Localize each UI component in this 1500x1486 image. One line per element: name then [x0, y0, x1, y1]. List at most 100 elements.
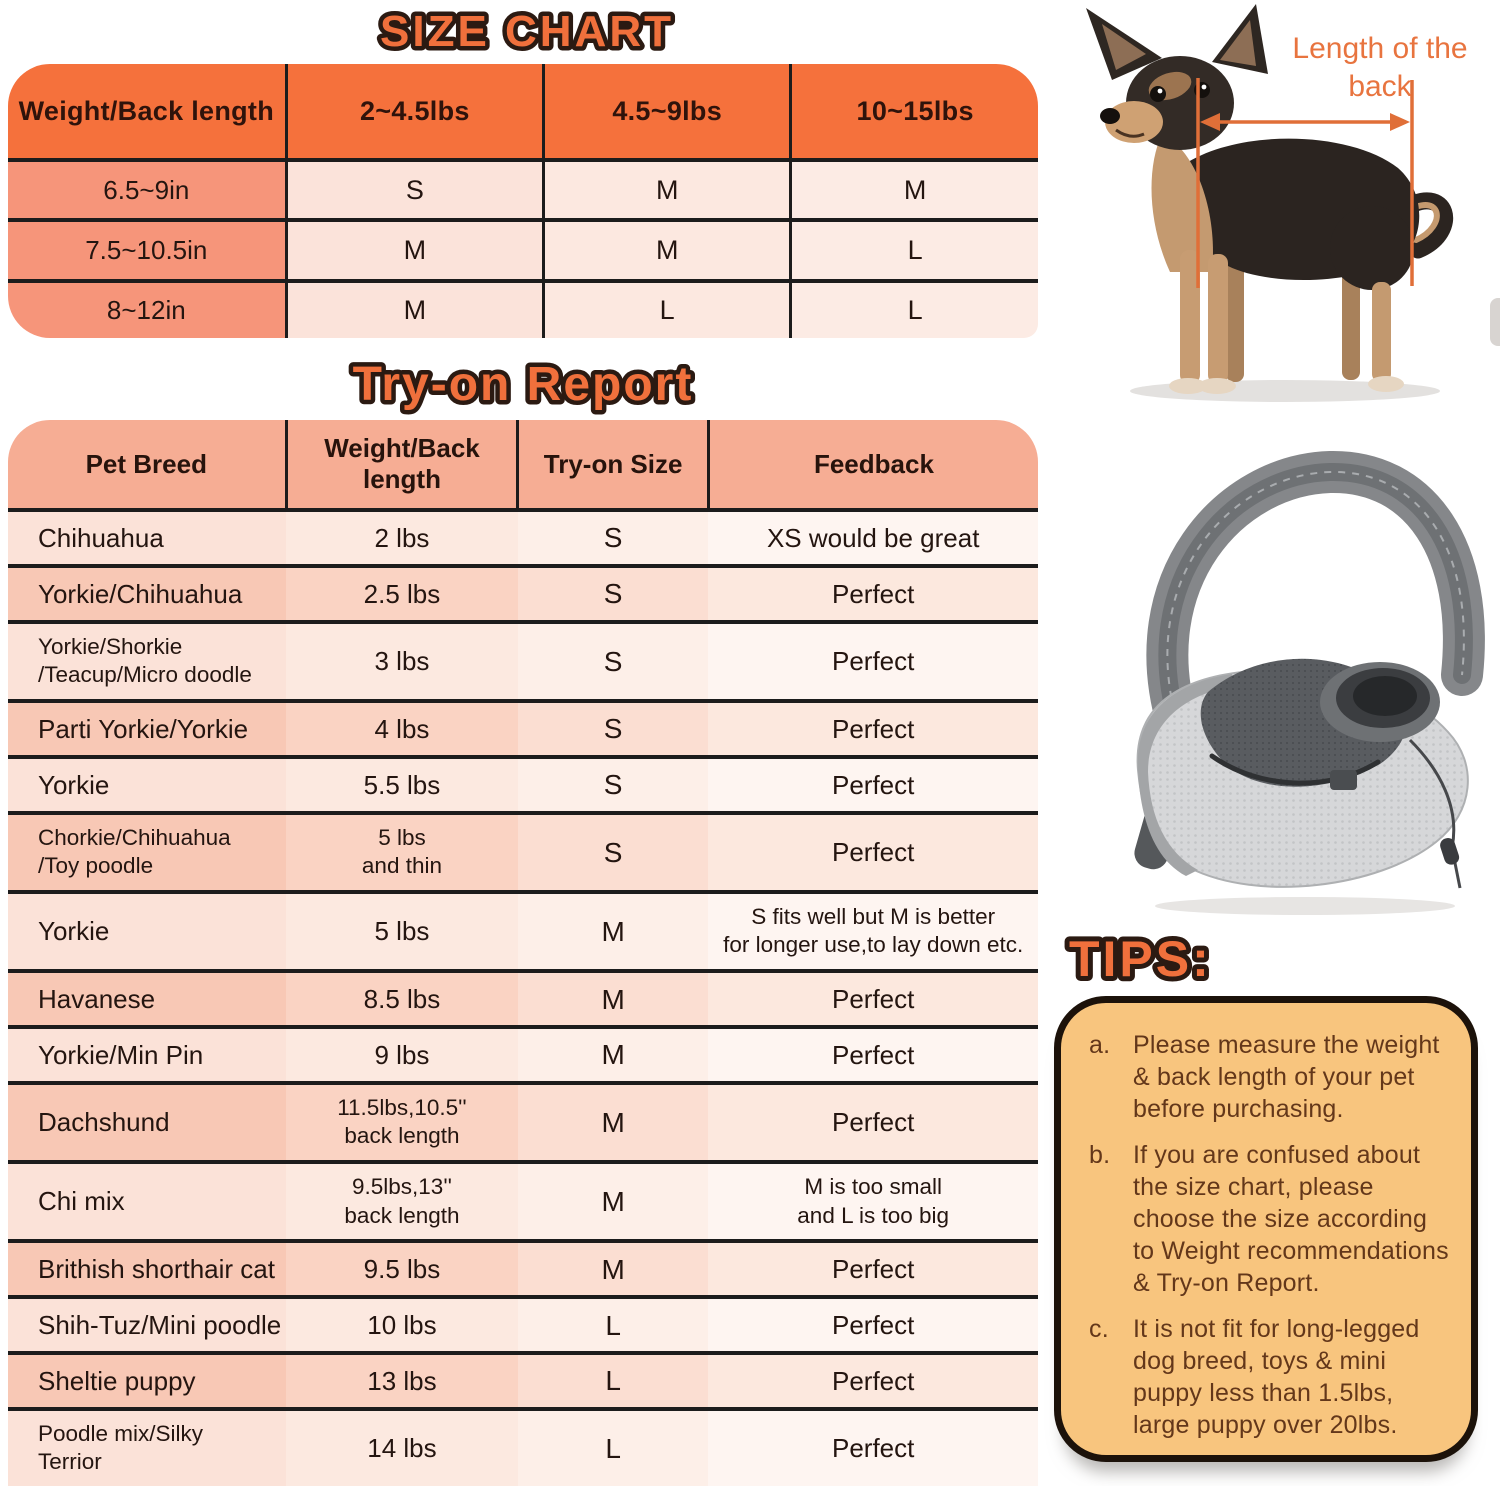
size-chart: Weight/Back length 2~4.5lbs 4.5~9lbs 10~…	[8, 64, 1038, 338]
tip-marker: a.	[1089, 1031, 1111, 1059]
tryon-size-cell: L	[517, 1350, 709, 1409]
tryon-title: Try-on Report	[353, 358, 694, 411]
tryon-col-header: Try-on Size	[516, 420, 710, 512]
size-chart-title: SIZE CHART	[380, 7, 674, 56]
arrow-left-head	[1200, 113, 1220, 131]
breed-cell: Chi mix	[8, 1160, 287, 1242]
tryon-size-cell: S	[517, 508, 709, 566]
tip-text: Please measure the weight & back length …	[1133, 1031, 1440, 1123]
feedback-cell: Perfect	[708, 619, 1038, 701]
tryon-size-cell: L	[517, 1295, 709, 1353]
breed-cell: Yorkie/Shorkie /Teacup/Micro doodle	[8, 619, 287, 701]
breed-cell: Brithish shorthair cat	[8, 1239, 287, 1298]
size-cell: L	[789, 278, 1038, 338]
tryon-row: Parti Yorkie/Yorkie 4 lbs S Perfect	[8, 698, 1038, 757]
size-chart-table: Weight/Back length 2~4.5lbs 4.5~9lbs 10~…	[8, 64, 1038, 338]
size-cell: L	[789, 218, 1038, 283]
weight-cell: 2 lbs	[286, 508, 518, 566]
breed-cell: Yorkie	[8, 754, 287, 813]
tryon-size-cell: M	[517, 1080, 709, 1163]
tryon-report: Pet Breed Weight/Back length Try-on Size…	[8, 420, 1038, 1486]
tryon-title-wrap: Try-on Report	[348, 354, 696, 416]
size-chart-col-header: 2~4.5lbs	[284, 64, 546, 162]
tryon-size-cell: M	[517, 889, 709, 972]
size-cell: M	[542, 218, 793, 283]
tryon-row: Shih-Tuz/Mini poodle 10 lbs L Perfect	[8, 1295, 1038, 1353]
size-chart-col-header: 4.5~9lbs	[542, 64, 793, 162]
tips-title-wrap: TIPS:	[1064, 926, 1214, 992]
tryon-row: Yorkie 5 lbs M S fits well but M is bett…	[8, 889, 1038, 972]
tip-marker: c.	[1089, 1315, 1109, 1343]
weight-cell: 8.5 lbs	[286, 969, 518, 1027]
feedback-cell: Perfect	[708, 1350, 1038, 1409]
size-cell: M	[542, 157, 793, 223]
weight-cell: 9 lbs	[286, 1024, 518, 1083]
weight-cell: 9.5 lbs	[286, 1239, 518, 1298]
feedback-cell: Perfect	[708, 1406, 1038, 1486]
size-cell: M	[284, 278, 546, 338]
back-length-annotation: Length of the back	[1292, 32, 1468, 104]
tip-item: c. It is not fit for long-legged dog bre…	[1089, 1313, 1451, 1441]
back-length-label: 8~12in	[8, 278, 288, 338]
tip-text: It is not fit for long-legged dog breed,…	[1133, 1315, 1420, 1439]
feedback-cell: Perfect	[708, 754, 1038, 813]
arrow-right-head	[1390, 113, 1410, 131]
weight-cell: 5 lbs	[286, 889, 518, 972]
breed-cell: Sheltie puppy	[8, 1350, 287, 1409]
sling-bag-illustration	[1134, 450, 1485, 915]
tryon-size-cell: M	[517, 1024, 709, 1083]
tryon-size-cell: L	[517, 1406, 709, 1486]
tryon-row: Dachshund 11.5lbs,10.5'' back length M P…	[8, 1080, 1038, 1163]
feedback-cell: Perfect	[708, 1295, 1038, 1353]
tryon-col-header: Weight/Back length	[284, 420, 520, 512]
size-cell: M	[284, 218, 546, 283]
tryon-table: Pet Breed Weight/Back length Try-on Size…	[8, 420, 1038, 1486]
feedback-cell: XS would be great	[708, 508, 1038, 566]
breed-cell: Yorkie/Chihuahua	[8, 563, 287, 622]
tip-item: b. If you are confused about the size ch…	[1089, 1139, 1451, 1299]
size-cell: L	[542, 278, 793, 338]
tryon-size-cell: S	[517, 698, 709, 757]
breed-cell: Chihuahua	[8, 508, 287, 566]
tryon-row: Chi mix 9.5lbs,13'' back length M M is t…	[8, 1160, 1038, 1242]
tryon-row: Chorkie/Chihuahua /Toy poodle 5 lbs and …	[8, 810, 1038, 892]
tryon-row: Chihuahua 2 lbs S XS would be great	[8, 508, 1038, 566]
back-length-measurement	[1196, 78, 1414, 288]
tryon-size-cell: S	[517, 563, 709, 622]
tip-marker: b.	[1089, 1141, 1111, 1169]
weight-cell: 14 lbs	[286, 1406, 518, 1486]
size-chart-title-wrap: SIZE CHART	[376, 3, 676, 61]
weight-cell: 10 lbs	[286, 1295, 518, 1353]
size-chart-col-header: Weight/Back length	[8, 64, 288, 162]
weight-cell: 9.5lbs,13'' back length	[286, 1160, 518, 1242]
tryon-row: Havanese 8.5 lbs M Perfect	[8, 969, 1038, 1027]
tryon-size-cell: S	[517, 754, 709, 813]
weight-cell: 2.5 lbs	[286, 563, 518, 622]
tryon-row: Brithish shorthair cat 9.5 lbs M Perfect	[8, 1239, 1038, 1298]
tryon-size-cell: S	[517, 810, 709, 892]
tip-text: If you are confused about the size chart…	[1133, 1141, 1449, 1297]
size-chart-row: 7.5~10.5in M M L	[8, 218, 1038, 283]
photo-fragment	[1490, 298, 1500, 346]
feedback-cell: Perfect	[708, 1080, 1038, 1163]
tryon-row: Yorkie/Chihuahua 2.5 lbs S Perfect	[8, 563, 1038, 622]
tryon-row: Yorkie/Shorkie /Teacup/Micro doodle 3 lb…	[8, 619, 1038, 701]
breed-cell: Shih-Tuz/Mini poodle	[8, 1295, 287, 1353]
tryon-row: Sheltie puppy 13 lbs L Perfect	[8, 1350, 1038, 1409]
feedback-cell: Perfect	[708, 810, 1038, 892]
tryon-size-cell: S	[517, 619, 709, 701]
size-chart-row: 6.5~9in S M M	[8, 157, 1038, 223]
weight-cell: 13 lbs	[286, 1350, 518, 1409]
feedback-cell: M is too small and L is too big	[708, 1160, 1038, 1242]
tryon-col-header: Feedback	[706, 420, 1038, 512]
tips-title: TIPS:	[1069, 931, 1212, 987]
size-chart-col-header: 10~15lbs	[789, 64, 1038, 162]
back-length-label: 6.5~9in	[8, 157, 288, 223]
tryon-row: Yorkie 5.5 lbs S Perfect	[8, 754, 1038, 813]
tryon-size-cell: M	[517, 969, 709, 1027]
weight-cell: 5 lbs and thin	[286, 810, 518, 892]
feedback-cell: Perfect	[708, 1024, 1038, 1083]
weight-cell: 4 lbs	[286, 698, 518, 757]
tryon-size-cell: M	[517, 1160, 709, 1242]
